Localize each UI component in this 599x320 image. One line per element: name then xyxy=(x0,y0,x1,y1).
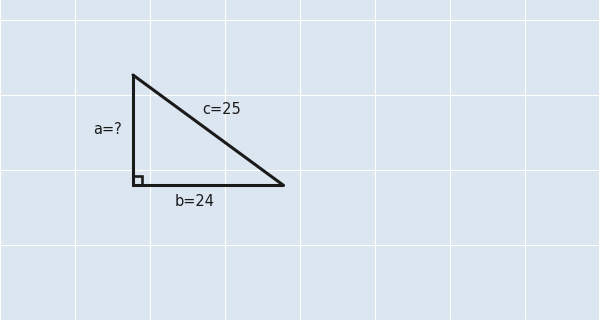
Text: a=?: a=? xyxy=(93,123,122,138)
Text: b=24: b=24 xyxy=(175,195,215,210)
Text: c=25: c=25 xyxy=(202,102,241,117)
Bar xyxy=(133,176,142,185)
